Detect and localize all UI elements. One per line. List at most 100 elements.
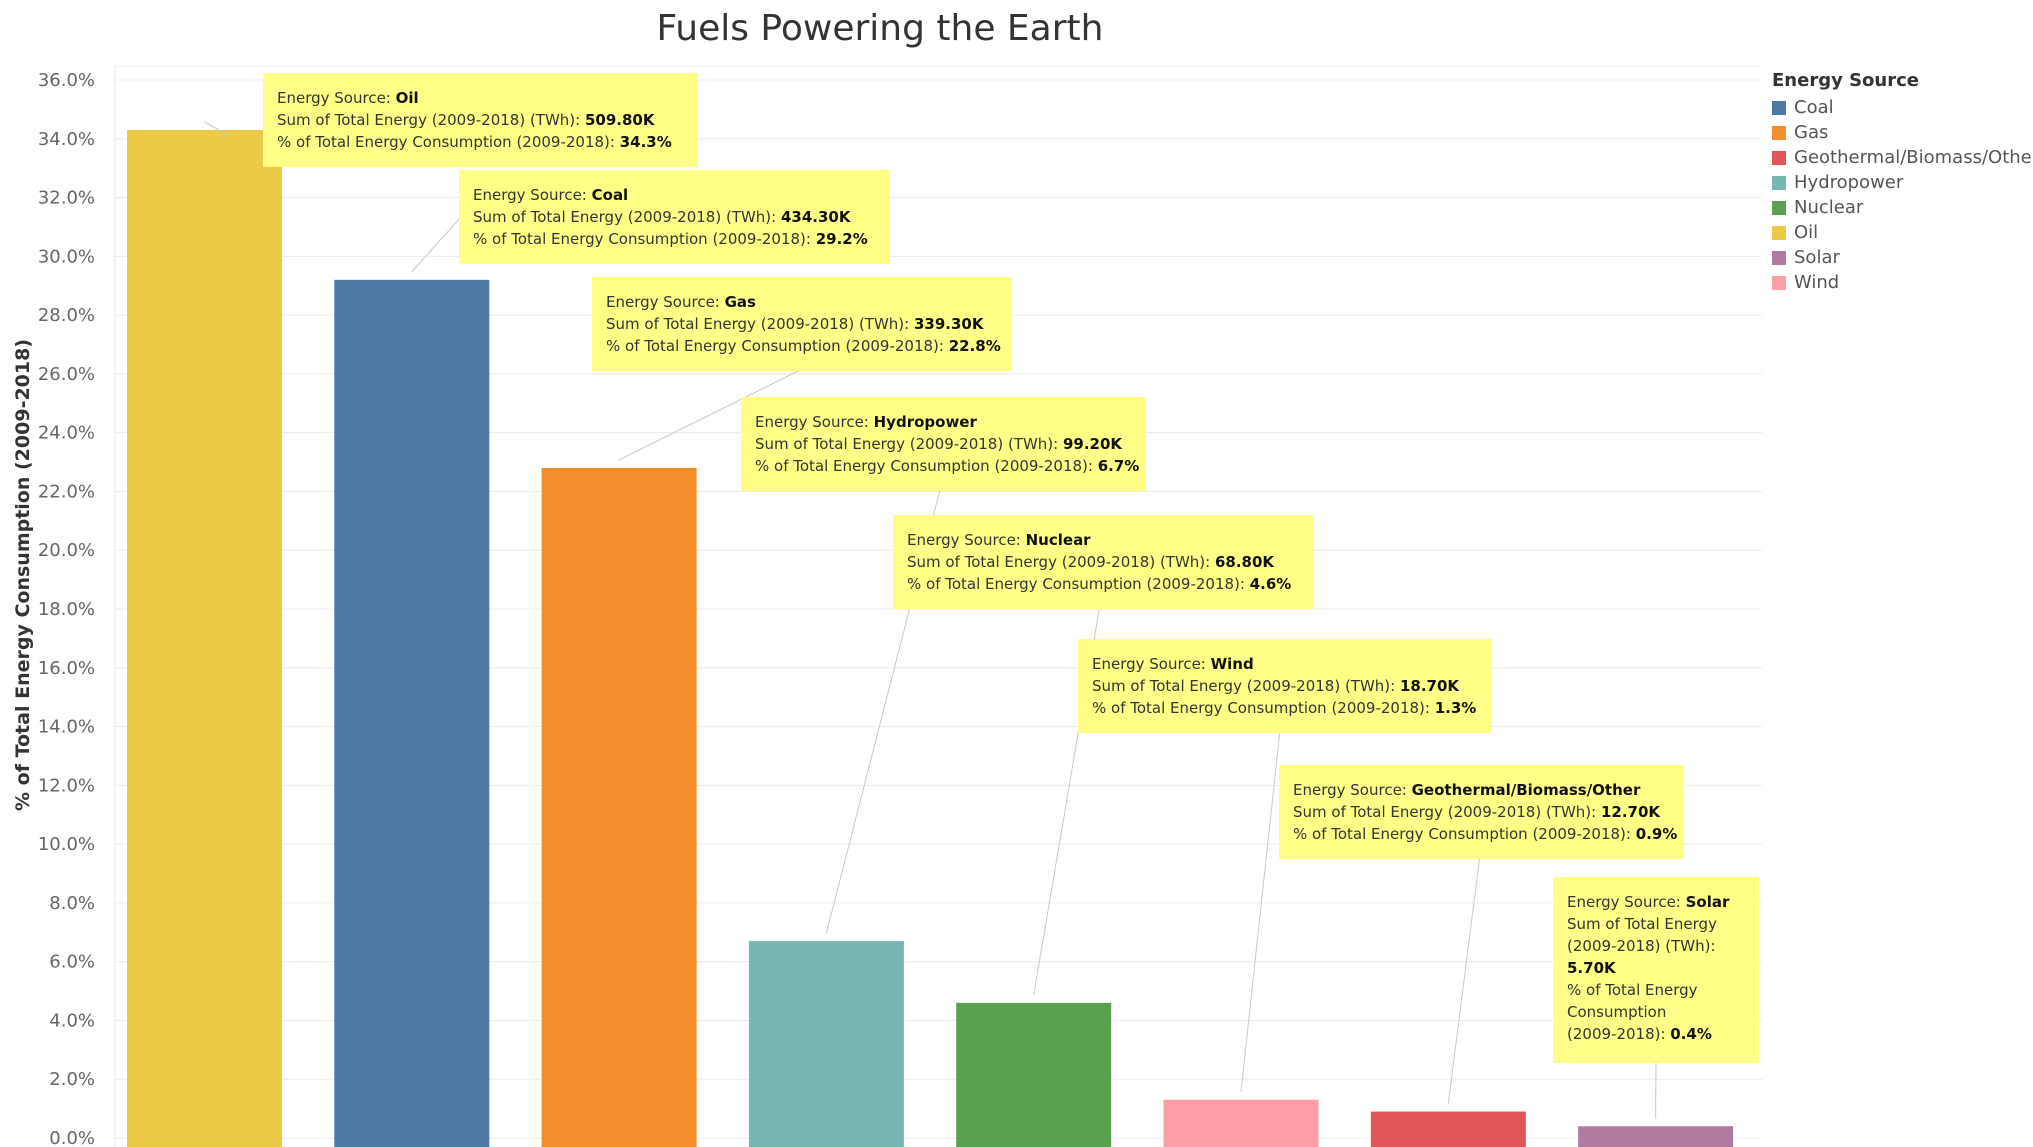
legend-item-solar[interactable]: Solar — [1772, 245, 2033, 270]
legend-swatch — [1772, 175, 1786, 190]
legend-swatch — [1772, 200, 1786, 215]
legend-swatch — [1772, 150, 1786, 165]
bar-gas[interactable] — [541, 467, 697, 1147]
tooltip-line: Sum of Total Energy (2009-2018) (TWh): 5… — [277, 111, 656, 129]
tooltip-line: % of Total Energy Consumption (2009-2018… — [277, 133, 672, 151]
tooltip-box — [459, 170, 890, 264]
tooltip-line: Energy Source: Geothermal/Biomass/Other — [1293, 781, 1641, 799]
y-tick-label: 32.0% — [38, 188, 95, 209]
tooltip-line: Energy Source: Wind — [1092, 655, 1254, 673]
tooltip-box — [1279, 765, 1684, 859]
y-tick-label: 6.0% — [49, 952, 95, 973]
legend-label: Coal — [1794, 97, 1834, 118]
legend-label: Geothermal/Biomass/Other — [1794, 147, 2033, 168]
tooltip-line: % of Total Energy Consumption (2009-2018… — [1092, 699, 1476, 717]
bar-solar[interactable] — [1578, 1126, 1734, 1147]
tooltip-line: Sum of Total Energy (2009-2018) (TWh): 9… — [755, 435, 1123, 453]
tooltip-line: % of Total Energy Consumption (2009-2018… — [473, 230, 868, 248]
y-tick-label: 36.0% — [38, 70, 95, 91]
tooltip-line: Sum of Total Energy (2009-2018) (TWh): 4… — [473, 208, 852, 226]
tooltip-line: % of Total Energy Consumption (2009-2018… — [907, 575, 1291, 593]
bar-coal[interactable] — [334, 279, 490, 1147]
y-tick-label: 26.0% — [38, 364, 95, 385]
legend-swatch — [1772, 250, 1786, 265]
tooltip-oil: Energy Source: Oil Sum of Total Energy (2… — [263, 73, 698, 167]
y-tick-label: 2.0% — [49, 1069, 95, 1090]
tooltip-line: Sum of Total Energy (2009-2018) (TWh): 6… — [907, 553, 1275, 571]
tooltip-line: Sum of Total Energy (2009-2018) (TWh): 1… — [1293, 803, 1661, 821]
y-tick-label: 12.0% — [38, 775, 95, 796]
tooltip-leader-line — [1240, 729, 1281, 1092]
y-axis-label: % of Total Energy Consumption (2009-2018… — [12, 339, 34, 811]
y-tick-label: 16.0% — [38, 658, 95, 679]
tooltips: Energy Source: Oil Sum of Total Energy (2… — [263, 73, 1759, 1063]
bar-wind[interactable] — [1163, 1099, 1319, 1147]
y-tick-label: 30.0% — [38, 246, 95, 267]
y-tick-label: 28.0% — [38, 305, 95, 326]
bar-hydropower[interactable] — [748, 941, 904, 1147]
tooltip-line: Energy Source: Hydropower — [755, 413, 977, 431]
y-axis: 0.0% 2.0% 4.0% 6.0% 8.0% 10.0% 12.0% 14.0% 16.0%… — [38, 70, 95, 1147]
legend-item-hydropower[interactable]: Hydropower — [1772, 170, 2033, 195]
tooltip-box — [893, 515, 1314, 609]
legend-label: Oil — [1794, 222, 1819, 243]
tooltip-box — [1078, 639, 1492, 733]
tooltip-solar: Energy Source: Solar Sum of Total Energy (… — [1553, 877, 1759, 1063]
tooltip-line: % of Total Energy Consumption (2009-2018… — [1293, 825, 1677, 843]
tooltip-line: % of Total Energy Consumption (2009-2018… — [606, 337, 1001, 355]
bar-geothermal-biomass-other[interactable] — [1370, 1111, 1526, 1147]
y-tick-label: 20.0% — [38, 540, 95, 561]
y-tick-label: 34.0% — [38, 129, 95, 150]
tooltip-line: Energy Source: Solar — [1567, 893, 1730, 911]
legend-swatch — [1772, 275, 1786, 290]
legend: Energy Source Coal Gas Geothermal/Biomass/… — [1772, 70, 2033, 295]
tooltip-box — [741, 397, 1146, 491]
tooltip-line: (2009-2018): 0.4% — [1567, 1025, 1712, 1043]
tooltip-leader-line — [618, 369, 801, 461]
tooltip-line: Energy Source: Gas — [606, 293, 756, 311]
tooltip-leader-line — [411, 217, 461, 273]
tooltip-gas: Energy Source: Gas Sum of Total Energy (2… — [592, 277, 1012, 371]
legend-swatch — [1772, 100, 1786, 115]
tooltip-line: (2009-2018) (TWh): — [1567, 937, 1716, 955]
chart-title: Fuels Powering the Earth — [656, 8, 1104, 49]
bar-nuclear[interactable] — [956, 1002, 1112, 1147]
tooltip-leader-line — [204, 121, 231, 137]
tooltip-geothermal-biomass-other: Energy Source: Geothermal/Biomass/Other S… — [1279, 765, 1684, 859]
tooltip-wind: Energy Source: Wind Sum of Total Energy (… — [1078, 639, 1492, 733]
y-tick-label: 10.0% — [38, 834, 95, 855]
legend-label: Hydropower — [1794, 172, 1904, 193]
y-tick-label: 0.0% — [49, 1128, 95, 1147]
legend-item-gas[interactable]: Gas — [1772, 120, 2033, 145]
legend-item-oil[interactable]: Oil — [1772, 220, 2033, 245]
y-tick-label: 18.0% — [38, 599, 95, 620]
tooltip-line: % of Total Energy — [1567, 981, 1698, 999]
bars — [127, 129, 1734, 1147]
tooltip-box — [592, 277, 1012, 371]
tooltip-line: % of Total Energy Consumption (2009-2018… — [755, 457, 1139, 475]
tooltip-leader-line — [1447, 854, 1481, 1104]
tooltip-line: Sum of Total Energy (2009-2018) (TWh): 3… — [606, 315, 985, 333]
y-tick-label: 4.0% — [49, 1010, 95, 1031]
tooltip-coal: Energy Source: Coal Sum of Total Energy (… — [459, 170, 890, 264]
legend-item-nuclear[interactable]: Nuclear — [1772, 195, 2033, 220]
legend-item-coal[interactable]: Coal — [1772, 95, 2033, 120]
legend-label: Solar — [1794, 247, 1840, 268]
tooltip-line: Sum of Total Energy (2009-2018) (TWh): 1… — [1092, 677, 1460, 695]
y-tick-label: 8.0% — [49, 893, 95, 914]
legend-item-wind[interactable]: Wind — [1772, 270, 2033, 295]
tooltip-line: Energy Source: Nuclear — [907, 531, 1091, 549]
legend-swatch — [1772, 225, 1786, 240]
legend-label: Nuclear — [1794, 197, 1864, 218]
tooltip-line: Consumption — [1567, 1003, 1666, 1021]
legend-label: Wind — [1794, 272, 1840, 293]
tooltip-line: 5.70K — [1567, 959, 1617, 977]
legend-label: Gas — [1794, 122, 1829, 143]
legend-swatch — [1772, 125, 1786, 140]
legend-title: Energy Source — [1772, 70, 1919, 91]
tooltip-line: Energy Source: Oil — [277, 89, 419, 107]
bar-oil[interactable] — [127, 129, 282, 1147]
y-tick-label: 24.0% — [38, 423, 95, 444]
legend-item-geothermal-biomass-other[interactable]: Geothermal/Biomass/Other — [1772, 145, 2033, 170]
